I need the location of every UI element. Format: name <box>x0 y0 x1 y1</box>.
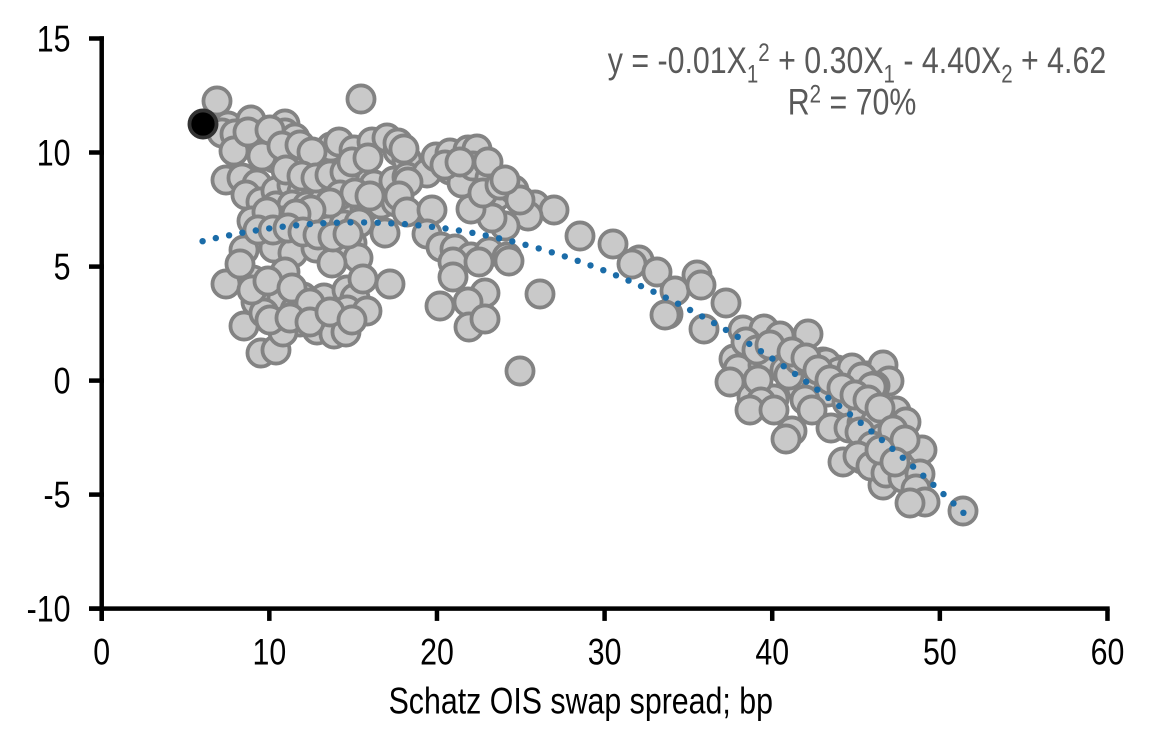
svg-text:y = -0.01X12 + 0.30X1 - 4.40X2: y = -0.01X12 + 0.30X1 - 4.40X2 + 4.62 <box>608 38 1106 88</box>
svg-text:5: 5 <box>54 247 71 289</box>
svg-text:20: 20 <box>420 632 454 674</box>
svg-text:40: 40 <box>755 632 789 674</box>
svg-text:-10: -10 <box>27 589 71 631</box>
svg-text:R2 = 70%: R2 = 70% <box>788 79 917 123</box>
svg-text:60: 60 <box>1091 632 1125 674</box>
svg-text:10: 10 <box>37 132 71 174</box>
svg-text:15: 15 <box>37 18 71 60</box>
svg-text:0: 0 <box>54 361 71 403</box>
svg-text:10: 10 <box>252 632 286 674</box>
svg-text:-5: -5 <box>44 475 71 517</box>
svg-text:50: 50 <box>923 632 957 674</box>
svg-text:30: 30 <box>588 632 622 674</box>
svg-text:Schatz OIS swap spread; bp: Schatz OIS swap spread; bp <box>389 681 773 723</box>
svg-text:0: 0 <box>93 632 110 674</box>
